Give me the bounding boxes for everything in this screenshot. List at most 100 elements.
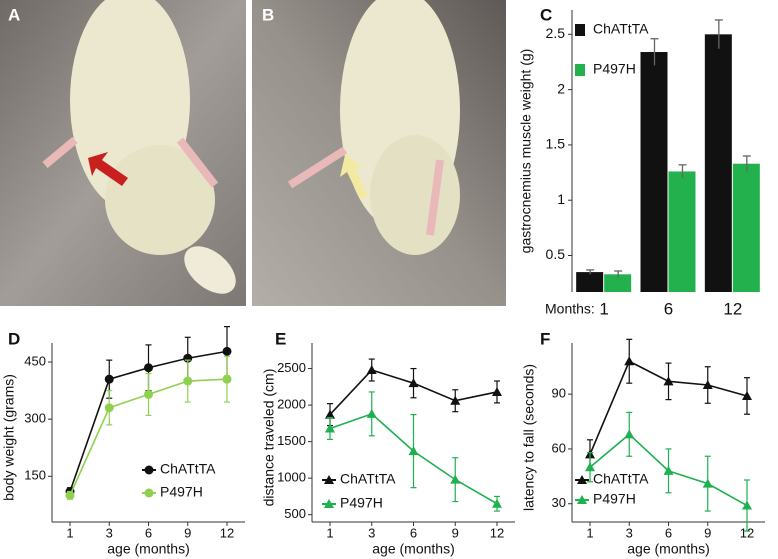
marker xyxy=(183,376,193,386)
panel-label: D xyxy=(8,329,20,348)
marker xyxy=(408,446,419,456)
marker xyxy=(325,409,335,419)
x-tick-label: 12 xyxy=(740,525,754,540)
y-tick-label: 300 xyxy=(24,411,46,426)
marker xyxy=(144,488,154,498)
bar xyxy=(576,272,604,292)
marker xyxy=(702,478,713,488)
x-tick-label: 12 xyxy=(723,299,742,318)
x-tick-label: 3 xyxy=(368,525,375,540)
marker xyxy=(366,408,377,418)
x-tick-label: 9 xyxy=(184,525,191,540)
marker xyxy=(408,378,419,388)
y-label: distance traveled (cm) xyxy=(261,369,277,507)
marker xyxy=(144,465,154,475)
y-tick-label: 1.5 xyxy=(546,136,566,152)
marker xyxy=(65,490,75,500)
x-label: age (months) xyxy=(107,541,189,557)
marker xyxy=(324,499,334,508)
marker xyxy=(492,498,502,508)
bar xyxy=(732,163,760,292)
y-tick-label: 60 xyxy=(552,440,566,455)
x-tick-label: 1 xyxy=(586,525,593,540)
panel-label: C xyxy=(540,5,552,24)
y-label: latency to fall (seconds) xyxy=(521,364,537,511)
legend-label: ChATtTA xyxy=(593,21,649,37)
x-tick-label: 9 xyxy=(704,525,711,540)
marker xyxy=(222,374,232,384)
panel-label: A xyxy=(8,5,20,24)
x-tick-label: 12 xyxy=(220,525,234,540)
x-tick-label: 3 xyxy=(626,525,633,540)
bar xyxy=(704,34,732,293)
legend-label: P497H xyxy=(593,491,636,507)
y-tick-label: 150 xyxy=(24,468,46,483)
x-prefix: Months: xyxy=(545,301,595,317)
x-tick-label: 9 xyxy=(452,525,459,540)
legend-label: ChATtTA xyxy=(160,461,216,477)
x-tick-label: 1 xyxy=(66,525,73,540)
photo-a xyxy=(0,0,246,306)
y-tick-label: 2 xyxy=(557,80,565,96)
y-label: gastrocnemius muscle weight (g) xyxy=(518,49,534,254)
legend-swatch xyxy=(575,64,585,76)
x-tick-label: 6 xyxy=(410,525,417,540)
marker xyxy=(742,500,752,510)
x-tick-label: 6 xyxy=(664,299,673,318)
marker xyxy=(624,429,635,439)
y-tick-label: 1500 xyxy=(277,433,306,448)
panel-label: E xyxy=(275,329,286,348)
marker xyxy=(624,356,635,366)
panel-label: B xyxy=(262,5,274,24)
marker xyxy=(104,403,114,413)
bar xyxy=(604,274,632,292)
y-tick-label: 500 xyxy=(284,506,306,521)
y-tick-label: 450 xyxy=(24,353,46,368)
x-tick-label: 1 xyxy=(326,525,333,540)
marker xyxy=(144,363,153,373)
marker xyxy=(325,423,335,433)
marker xyxy=(663,465,674,475)
marker xyxy=(663,376,674,386)
marker xyxy=(104,374,114,384)
marker xyxy=(144,389,153,399)
marker xyxy=(450,474,461,484)
marker xyxy=(366,365,377,375)
y-tick-label: 2.5 xyxy=(546,25,566,41)
marker xyxy=(577,475,587,484)
x-tick-label: 6 xyxy=(665,525,672,540)
x-label: age (months) xyxy=(627,541,709,557)
y-label: body weight (grams) xyxy=(1,374,17,501)
y-tick-label: 0.5 xyxy=(546,246,566,262)
legend-label: ChATtTA xyxy=(593,471,649,487)
marker xyxy=(742,390,752,400)
marker xyxy=(222,346,232,356)
marker xyxy=(577,495,587,504)
x-tick-label: 3 xyxy=(106,525,113,540)
y-tick-label: 1 xyxy=(557,191,565,207)
legend-label: P497H xyxy=(160,484,203,500)
marker xyxy=(585,462,595,472)
bar xyxy=(668,171,696,292)
x-label: age (months) xyxy=(372,541,454,557)
photo-b xyxy=(252,0,506,306)
marker xyxy=(702,380,713,390)
x-tick-label: 1 xyxy=(599,299,608,318)
marker xyxy=(450,395,461,405)
legend-label: ChATtTA xyxy=(340,471,396,487)
legend-label: P497H xyxy=(593,61,636,77)
legend-swatch xyxy=(575,24,585,36)
x-tick-label: 12 xyxy=(490,525,504,540)
x-tick-label: 6 xyxy=(145,525,152,540)
y-tick-label: 2000 xyxy=(277,397,306,412)
y-tick-label: 90 xyxy=(552,386,566,401)
marker xyxy=(324,475,334,484)
legend-label: P497H xyxy=(340,495,383,511)
y-tick-label: 2500 xyxy=(277,360,306,375)
panel-label: F xyxy=(540,329,550,348)
marker xyxy=(492,386,502,396)
y-tick-label: 30 xyxy=(552,495,566,510)
bar xyxy=(640,52,668,292)
y-tick-label: 1000 xyxy=(277,470,306,485)
